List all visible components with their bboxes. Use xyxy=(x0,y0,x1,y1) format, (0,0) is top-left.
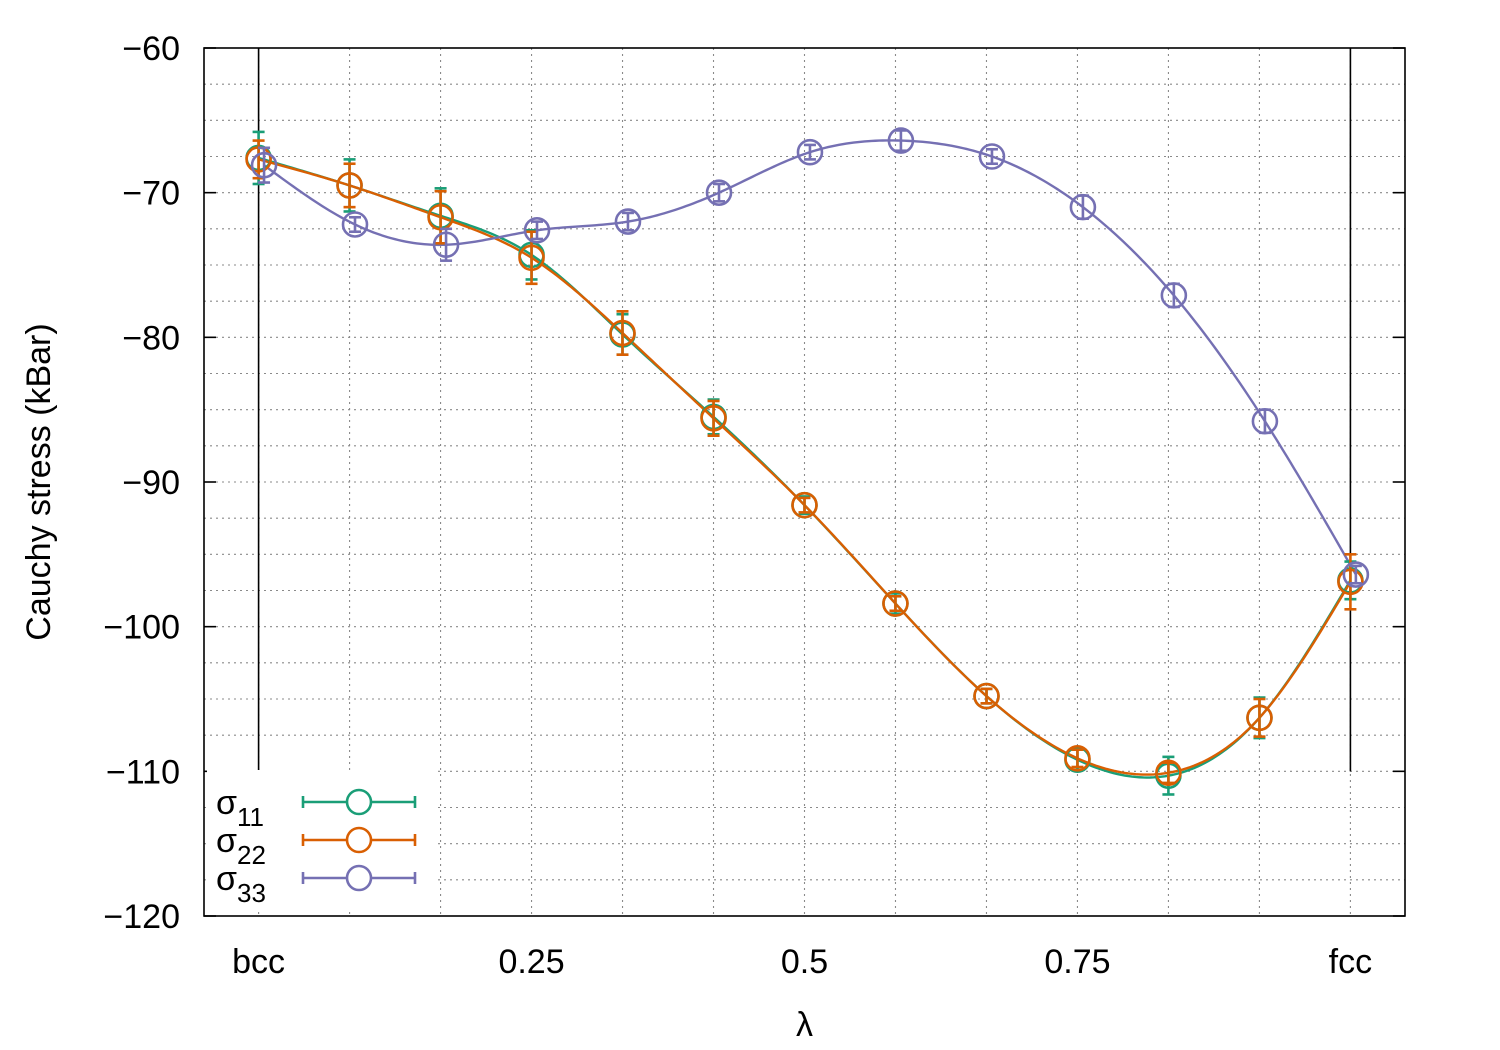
x-tick-label: 0.5 xyxy=(781,943,828,981)
point-marker xyxy=(705,179,733,206)
data-point-22 xyxy=(336,162,363,209)
legend-label: σ22 xyxy=(216,822,266,870)
point-marker xyxy=(614,208,642,235)
point-marker xyxy=(796,138,824,166)
point-marker xyxy=(1069,193,1097,221)
data-point-22 xyxy=(1064,745,1091,772)
point-marker xyxy=(336,172,363,199)
data-point-22 xyxy=(700,399,727,438)
data-point-33 xyxy=(1160,282,1188,309)
data-point-22 xyxy=(791,491,818,519)
data-point-33 xyxy=(978,143,1006,170)
legend-label: σ11 xyxy=(216,784,264,832)
data-point-33 xyxy=(1069,193,1097,221)
point-marker xyxy=(1155,759,1182,787)
x-axis-title: λ xyxy=(796,1006,813,1044)
x-tick-label: bcc xyxy=(232,943,285,981)
point-marker xyxy=(791,491,818,519)
data-point-33 xyxy=(250,146,278,184)
point-marker xyxy=(250,151,278,179)
y-tick-label: −70 xyxy=(122,175,180,213)
point-marker xyxy=(523,216,551,244)
point-marker xyxy=(1246,704,1273,732)
data-point-33 xyxy=(523,216,551,244)
series-curves xyxy=(258,139,1357,779)
legend-symbol: σ xyxy=(216,860,237,898)
point-marker xyxy=(518,244,545,272)
x-tick-label: fcc xyxy=(1329,943,1372,981)
legend-symbol: σ xyxy=(216,784,237,822)
y-tick-label: −120 xyxy=(103,898,180,936)
data-point-33 xyxy=(796,138,824,166)
data-point-22 xyxy=(973,682,1000,710)
y-tick-label: −60 xyxy=(122,30,180,68)
legend-item-22: σ22 xyxy=(216,822,417,870)
data-point-33 xyxy=(341,211,369,238)
legend-item-11: σ11 xyxy=(216,784,417,832)
point-marker xyxy=(1342,561,1370,588)
point-marker xyxy=(1160,282,1188,309)
legend-symbol: σ xyxy=(216,822,237,860)
data-point-33 xyxy=(1251,407,1279,435)
legend-subscript: 22 xyxy=(237,840,266,870)
point-marker xyxy=(341,211,369,238)
point-marker xyxy=(609,319,636,347)
y-axis-title: Cauchy stress (kBar) xyxy=(20,323,58,640)
point-marker xyxy=(978,143,1006,170)
series-curve-22 xyxy=(258,158,1352,776)
point-marker xyxy=(973,682,1000,710)
legend-marker xyxy=(345,826,373,854)
point-marker xyxy=(700,405,727,432)
legend-marker xyxy=(345,864,373,892)
legend-subscript: 11 xyxy=(237,802,264,832)
data-point-33 xyxy=(705,179,733,206)
y-tick-label: −90 xyxy=(122,464,180,502)
data-point-33 xyxy=(432,227,460,262)
data-point-22 xyxy=(609,309,636,356)
legend-label: σ33 xyxy=(216,860,266,908)
point-marker xyxy=(1064,745,1091,772)
data-point-33 xyxy=(887,127,915,154)
axis-ticks: −60 −70 −80 −90 −100 −110 −120 bcc 0.25 0.5 0.75 fc… xyxy=(103,30,1405,981)
x-tick-label: 0.25 xyxy=(498,943,564,981)
data-point-22 xyxy=(882,590,909,617)
legend-item-33: σ33 xyxy=(216,860,417,908)
point-marker xyxy=(1337,568,1364,596)
point-marker xyxy=(882,590,909,617)
legend-subscript: 33 xyxy=(237,878,266,908)
y-tick-label: −110 xyxy=(106,753,180,791)
x-tick-label: 0.75 xyxy=(1044,943,1110,981)
y-tick-label: −100 xyxy=(103,609,180,647)
data-point-33 xyxy=(1342,561,1370,588)
data-point-22 xyxy=(1246,697,1273,738)
y-tick-label: −80 xyxy=(122,319,180,357)
point-marker xyxy=(887,127,915,154)
data-point-22 xyxy=(1155,759,1182,787)
point-marker xyxy=(1251,407,1279,435)
legend-marker xyxy=(345,788,373,816)
point-marker xyxy=(432,231,460,259)
series-markers xyxy=(245,127,1370,796)
grid xyxy=(204,47,1405,917)
data-point-33 xyxy=(614,208,642,235)
